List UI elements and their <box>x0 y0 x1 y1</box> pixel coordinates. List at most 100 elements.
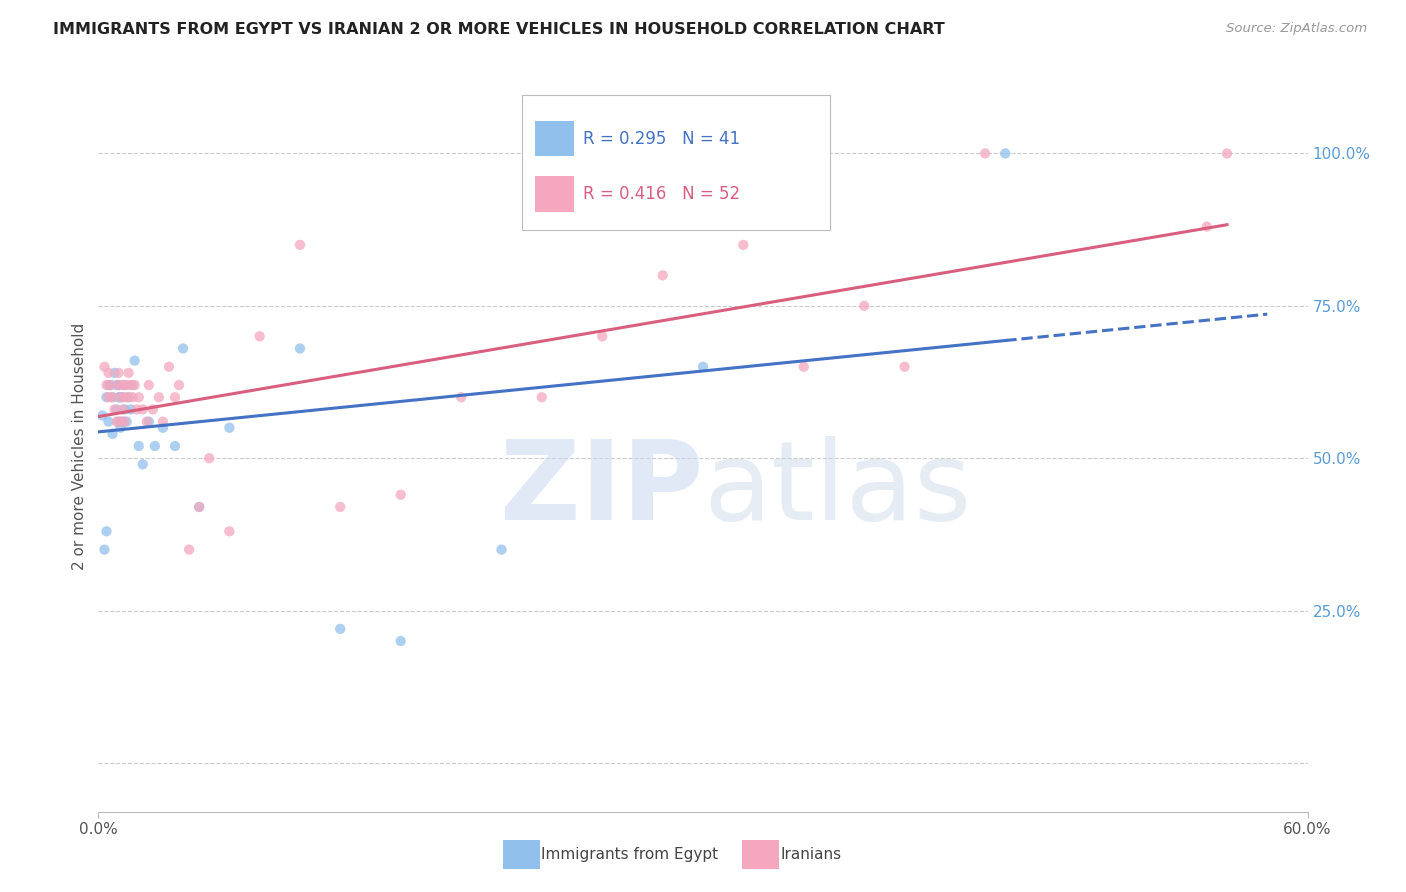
Text: Immigrants from Egypt: Immigrants from Egypt <box>541 847 718 862</box>
Point <box>118 390 141 404</box>
Point <box>110 421 132 435</box>
Point <box>172 342 194 356</box>
Point <box>114 415 136 429</box>
Point <box>93 542 115 557</box>
Point <box>114 390 136 404</box>
Point <box>107 366 129 380</box>
Point <box>143 439 166 453</box>
Point <box>110 390 132 404</box>
Point <box>188 500 211 514</box>
FancyBboxPatch shape <box>522 95 830 230</box>
Point <box>132 458 155 472</box>
Point <box>124 353 146 368</box>
Point <box>110 415 132 429</box>
Point <box>249 329 271 343</box>
Point <box>152 421 174 435</box>
Point <box>101 390 124 404</box>
Point <box>167 378 190 392</box>
Point <box>733 238 755 252</box>
Point <box>96 524 118 539</box>
Point <box>135 415 157 429</box>
Point <box>118 366 141 380</box>
Text: R = 0.295   N = 41: R = 0.295 N = 41 <box>583 130 741 148</box>
FancyBboxPatch shape <box>534 176 574 212</box>
Point <box>450 390 472 404</box>
Point <box>115 415 138 429</box>
Point <box>97 390 120 404</box>
Text: atlas: atlas <box>703 436 972 543</box>
Point <box>692 359 714 374</box>
Point <box>101 426 124 441</box>
Point <box>188 500 211 514</box>
Point <box>118 390 141 404</box>
Point <box>148 390 170 404</box>
Point <box>138 378 160 392</box>
Point <box>152 415 174 429</box>
Point <box>198 451 221 466</box>
Point <box>105 415 128 429</box>
Point <box>974 146 997 161</box>
Point <box>157 359 180 374</box>
Text: IMMIGRANTS FROM EGYPT VS IRANIAN 2 OR MORE VEHICLES IN HOUSEHOLD CORRELATION CHA: IMMIGRANTS FROM EGYPT VS IRANIAN 2 OR MO… <box>53 22 945 37</box>
Point <box>288 238 311 252</box>
Text: Source: ZipAtlas.com: Source: ZipAtlas.com <box>1226 22 1367 36</box>
Point <box>97 415 120 429</box>
Point <box>125 402 148 417</box>
Point <box>530 390 553 404</box>
Point <box>329 622 352 636</box>
Point <box>111 415 134 429</box>
Point <box>100 378 122 392</box>
Point <box>107 378 129 392</box>
Point <box>97 378 120 392</box>
Text: R = 0.416   N = 52: R = 0.416 N = 52 <box>583 186 741 203</box>
Point <box>111 378 134 392</box>
Point <box>107 415 129 429</box>
Point <box>389 634 412 648</box>
Point <box>329 500 352 514</box>
Text: Iranians: Iranians <box>780 847 841 862</box>
Point <box>651 268 673 283</box>
Point <box>91 409 114 423</box>
Point <box>103 402 125 417</box>
FancyBboxPatch shape <box>534 120 574 156</box>
Point <box>111 390 134 404</box>
Point <box>1216 146 1239 161</box>
Point <box>96 378 118 392</box>
Point <box>163 439 186 453</box>
Point <box>107 390 129 404</box>
Point <box>132 402 155 417</box>
Point <box>101 390 124 404</box>
Point <box>103 366 125 380</box>
Point <box>591 329 613 343</box>
Point <box>114 378 136 392</box>
Point <box>120 378 142 392</box>
Point <box>120 402 142 417</box>
Point <box>128 439 150 453</box>
Point <box>138 415 160 429</box>
Point <box>93 359 115 374</box>
Text: ZIP: ZIP <box>499 436 703 543</box>
Y-axis label: 2 or more Vehicles in Household: 2 or more Vehicles in Household <box>72 322 87 570</box>
Point <box>218 421 240 435</box>
Point <box>97 366 120 380</box>
Point <box>121 378 143 392</box>
Point <box>115 378 138 392</box>
Point <box>1195 219 1218 234</box>
Point <box>105 402 128 417</box>
Point <box>163 390 186 404</box>
Point <box>142 402 165 417</box>
Point <box>853 299 876 313</box>
Point <box>96 390 118 404</box>
Point <box>105 378 128 392</box>
Point <box>893 359 915 374</box>
Point <box>793 359 815 374</box>
Point <box>491 542 513 557</box>
Point <box>389 488 412 502</box>
Point <box>128 390 150 404</box>
Point <box>121 390 143 404</box>
Point <box>288 342 311 356</box>
Point <box>110 390 132 404</box>
Point <box>111 402 134 417</box>
Point <box>124 378 146 392</box>
Point <box>114 402 136 417</box>
